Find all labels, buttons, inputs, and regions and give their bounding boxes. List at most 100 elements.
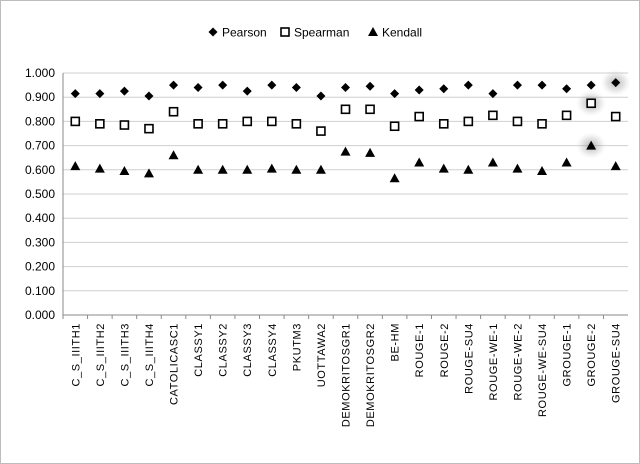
x-tick-label-c-s-iiith4: C_S_IIITH4: [144, 323, 156, 386]
point-pearson-be-hm: [390, 89, 400, 99]
point-spearman-c-s-iiith2: [95, 119, 105, 129]
point-kendall-c-s-iiith1: [70, 161, 81, 171]
point-kendall-rouge-1: [414, 157, 425, 167]
point-spearman-c-s-iiith1: [70, 116, 81, 127]
point-pearson-rouge-su4: [463, 80, 473, 90]
legend-marker-kendall: [368, 27, 378, 36]
x-tick-label-grouge-2: GROUGE-2: [586, 323, 598, 386]
point-pearson-classy3: [242, 86, 252, 96]
y-tick-labels: 0.000 0.100 0.200 0.300 0.400 0.500 0.600 0.700…: [25, 66, 55, 322]
x-tick-label-c-s-iiith1: C_S_IIITH1: [70, 323, 82, 386]
point-kendall-rouge-2: [438, 163, 449, 173]
point-pearson-grouge-2: [586, 80, 596, 90]
point-kendall-rouge-we-1: [487, 157, 498, 167]
point-kendall-grouge-1: [561, 157, 572, 167]
point-kendall-rouge-we-2: [512, 163, 523, 173]
x-tick-label-demokritosgr2: DEMOKRITOSGR2: [365, 323, 377, 427]
legend-label-spearman: Spearman: [294, 26, 349, 40]
point-spearman-grouge-2: [586, 98, 596, 109]
point-spearman-classy2: [217, 119, 228, 129]
x-tick-label-c-s-iiith3: C_S_IIITH3: [119, 323, 131, 386]
point-spearman-rouge-we-su4: [537, 119, 547, 129]
point-spearman-pkutm3: [291, 119, 302, 129]
point-pearson-demokritosgr1: [341, 83, 350, 93]
x-tick-label-be-hm: BE-HM: [390, 323, 402, 361]
point-kendall-classy3: [242, 164, 253, 174]
legend-label-pearson: Pearson: [222, 26, 267, 40]
point-pearson-classy2: [218, 80, 228, 90]
point-pearson-c-s-iiith2: [95, 89, 105, 99]
y-tick-label: 0.600: [25, 163, 55, 177]
point-kendall-c-s-iiith4: [143, 168, 154, 178]
point-spearman-demokritosgr1: [340, 104, 351, 115]
point-spearman-rouge-we-2: [512, 116, 523, 127]
data-markers: [70, 78, 621, 183]
point-spearman-grouge-su4: [610, 111, 621, 122]
x-tick-label-classy4: CLASSY4: [267, 323, 279, 377]
point-kendall-classy2: [217, 164, 228, 174]
y-tick-label: 0.700: [25, 139, 55, 153]
x-tick-label-rouge-su4: ROUGE-SU4: [463, 323, 475, 394]
x-tick-label-classy2: CLASSY2: [218, 323, 230, 377]
x-tick-label-classy1: CLASSY1: [193, 323, 205, 377]
point-kendall-grouge-su4: [610, 161, 621, 171]
point-pearson-rouge-we-1: [488, 89, 498, 99]
y-tick-label: 0.800: [25, 114, 55, 128]
point-spearman-be-hm: [389, 121, 400, 132]
y-tick-label: 0.900: [25, 90, 55, 104]
point-spearman-classy1: [193, 119, 203, 129]
y-tick-label: 0.400: [25, 211, 55, 225]
gridlines: [63, 72, 628, 292]
point-spearman-rouge-su4: [463, 116, 474, 127]
x-tick-label-rouge-1: ROUGE-1: [414, 323, 426, 377]
x-tick-label-catolicasc1: CATOLICASC1: [169, 323, 181, 405]
point-kendall-c-s-iiith3: [119, 166, 130, 176]
x-tick-label-rouge-we-2: ROUGE-WE-2: [512, 323, 524, 401]
legend-label-kendall: Kendall: [382, 26, 422, 40]
point-pearson-classy4: [267, 80, 277, 90]
y-tick-label: 0.200: [25, 260, 55, 274]
point-kendall-uottawa2: [315, 164, 326, 174]
point-pearson-rouge-2: [439, 84, 449, 94]
point-kendall-be-hm: [389, 173, 400, 183]
x-tick-label-c-s-iiith2: C_S_IIITH2: [95, 323, 107, 386]
x-tick-labels: C_S_IIITH1 C_S_IIITH2 C_S_IIITH3 C_S_IIITH4…: [70, 323, 622, 427]
point-pearson-demokritosgr2: [365, 81, 375, 91]
point-spearman-c-s-iiith3: [119, 120, 130, 130]
point-spearman-classy3: [242, 116, 253, 127]
y-tick-label: 1.000: [25, 66, 55, 80]
point-pearson-classy1: [193, 83, 203, 93]
point-pearson-rouge-we-su4: [537, 80, 547, 90]
point-spearman-grouge-1: [561, 110, 572, 121]
y-tick-label: 0.000: [25, 308, 55, 322]
point-spearman-rouge-2: [438, 119, 449, 129]
point-kendall-grouge-2: [586, 140, 597, 150]
point-spearman-rouge-we-1: [488, 110, 498, 121]
point-spearman-demokritosgr2: [365, 104, 375, 115]
x-tick-label-classy3: CLASSY3: [242, 323, 254, 377]
point-pearson-rouge-1: [414, 85, 424, 95]
y-tick-label: 0.500: [25, 187, 55, 201]
point-pearson-c-s-iiith3: [119, 86, 129, 96]
x-tick-label-rouge-2: ROUGE-2: [439, 323, 451, 377]
legend-marker-pearson: [208, 27, 218, 37]
legend: Pearson Spearman Kendall: [208, 26, 422, 40]
point-pearson-rouge-we-2: [512, 80, 522, 90]
x-tick-label-pkutm3: PKUTM3: [291, 323, 303, 371]
point-pearson-catolicasc1: [169, 80, 179, 90]
legend-marker-spearman: [280, 27, 290, 37]
point-kendall-classy1: [193, 164, 204, 174]
point-kendall-rouge-we-su4: [537, 166, 548, 176]
point-kendall-pkutm3: [291, 164, 302, 174]
x-tick-label-rouge-we-1: ROUGE-WE-1: [488, 323, 500, 401]
point-kendall-demokritosgr1: [340, 146, 351, 156]
point-pearson-grouge-1: [562, 84, 572, 94]
point-spearman-uottawa2: [316, 126, 326, 136]
point-pearson-c-s-iiith1: [70, 89, 80, 99]
x-tick-label-uottawa2: UOTTAWA2: [316, 323, 328, 387]
x-tick-label-rouge-we-su4: ROUGE-WE-SU4: [537, 323, 549, 417]
point-kendall-classy4: [266, 163, 277, 173]
point-spearman-rouge-1: [414, 111, 424, 122]
